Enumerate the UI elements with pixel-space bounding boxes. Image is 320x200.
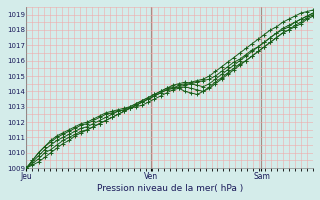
X-axis label: Pression niveau de la mer( hPa ): Pression niveau de la mer( hPa ) — [97, 184, 243, 193]
